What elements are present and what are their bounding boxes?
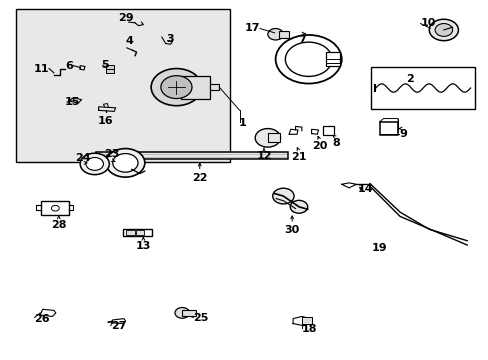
Text: 15: 15 [64, 97, 80, 107]
Bar [267, 133, 280, 143]
Circle shape [51, 205, 59, 211]
Text: 24: 24 [75, 153, 91, 163]
Bar [106, 65, 114, 68]
Circle shape [434, 23, 452, 36]
Text: 13: 13 [135, 242, 151, 251]
Bar [370, 67, 474, 109]
Bar [135, 230, 144, 235]
Circle shape [285, 42, 331, 76]
Bar [210, 84, 219, 90]
Text: 20: 20 [311, 141, 327, 152]
Circle shape [428, 19, 458, 41]
Text: 25: 25 [193, 312, 208, 323]
Text: 7: 7 [297, 35, 305, 45]
Text: 19: 19 [371, 243, 386, 252]
Circle shape [175, 307, 189, 318]
Text: 2: 2 [405, 74, 413, 84]
Bar [181, 76, 210, 99]
Text: 6: 6 [65, 61, 73, 71]
Text: 21: 21 [291, 152, 306, 162]
Text: 30: 30 [284, 225, 299, 235]
Text: 16: 16 [98, 116, 114, 126]
Text: 5: 5 [101, 60, 108, 70]
Bar [325, 52, 339, 66]
Circle shape [106, 149, 144, 177]
Text: 29: 29 [118, 13, 133, 23]
Text: 9: 9 [398, 129, 406, 139]
Text: 11: 11 [34, 64, 49, 73]
Circle shape [113, 154, 138, 172]
Text: 28: 28 [51, 220, 66, 230]
Circle shape [267, 28, 283, 40]
Bar [301, 317, 311, 324]
Circle shape [272, 188, 293, 204]
Circle shape [161, 76, 192, 99]
Bar [125, 230, 134, 235]
Text: 10: 10 [420, 18, 435, 28]
Text: 4: 4 [125, 36, 133, 46]
Polygon shape [96, 152, 287, 159]
Circle shape [289, 201, 307, 213]
Text: 27: 27 [111, 321, 126, 332]
Text: 12: 12 [256, 152, 271, 161]
Circle shape [255, 129, 280, 147]
Circle shape [151, 68, 201, 106]
Text: 26: 26 [34, 314, 50, 324]
Text: 22: 22 [192, 173, 207, 183]
Bar [41, 202, 69, 215]
Text: 8: 8 [331, 138, 339, 148]
Text: 18: 18 [301, 324, 317, 334]
Circle shape [275, 35, 341, 84]
Bar [106, 69, 114, 73]
Text: 23: 23 [104, 149, 120, 159]
Bar [122, 229, 152, 237]
Bar [278, 31, 288, 38]
Text: 17: 17 [244, 23, 260, 33]
Bar [16, 9, 229, 162]
Text: 3: 3 [166, 34, 174, 44]
Text: 14: 14 [357, 184, 372, 194]
Bar [323, 126, 333, 135]
Bar [379, 122, 397, 135]
Circle shape [80, 153, 109, 175]
Bar [182, 310, 196, 316]
Circle shape [86, 157, 103, 170]
Text: 1: 1 [238, 118, 246, 128]
